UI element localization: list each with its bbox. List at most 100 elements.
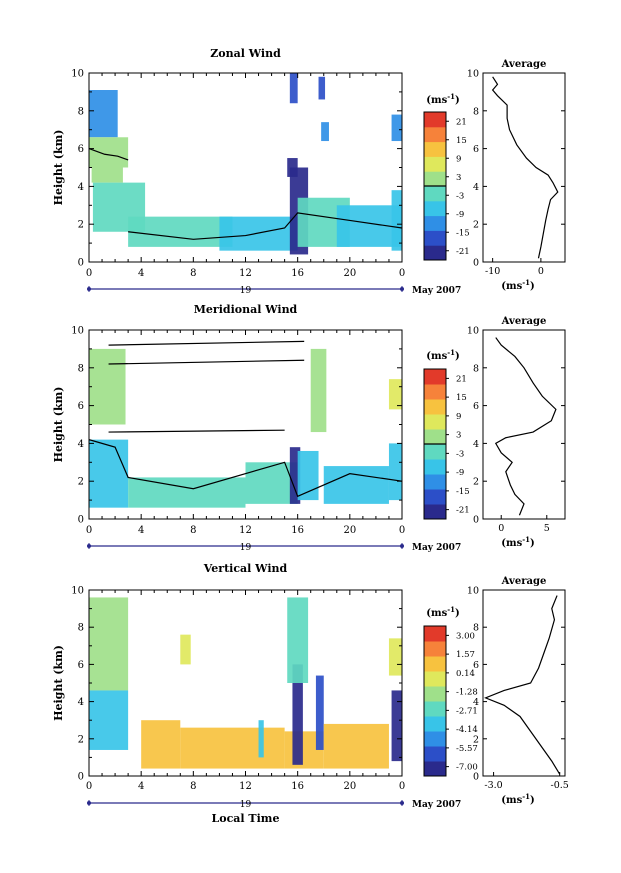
- heatmap-cell: [315, 675, 324, 750]
- colorbar-segment: [424, 126, 446, 143]
- profile-y-tick-label: 10: [467, 586, 479, 597]
- colorbar-tick-label: -15: [456, 487, 470, 497]
- profile-y-tick-label: 6: [473, 660, 479, 671]
- panel-meridional-wind: Meridional Wind 0 2 4 6 8 10 Height (km) 0 4 8 12 16…: [52, 303, 566, 553]
- colorbar-unit: (ms-1): [426, 605, 459, 619]
- profile-y-tick-label: 0: [473, 258, 479, 269]
- colorbar-segment: [424, 761, 446, 777]
- heatmap-cell: [310, 348, 327, 433]
- colorbar-segment: [424, 656, 446, 672]
- date-label: May 2007: [412, 286, 461, 296]
- x-tick-label: 20: [343, 781, 356, 792]
- profile-y-tick-label: 8: [473, 106, 479, 117]
- x-tick-label: 0: [86, 781, 92, 792]
- y-tick-label: 0: [78, 258, 84, 269]
- profile-x-tick-label: -0.5: [551, 780, 569, 791]
- heatmap-cell: [287, 597, 309, 683]
- profile-x-tick-label: 5: [544, 523, 550, 534]
- profile-y-tick-label: 0: [473, 515, 479, 526]
- y-axis-label: Height (km): [52, 645, 65, 721]
- colorbar: 21 15 9 3 -3 -9 -15 -21 (ms-1): [423, 348, 470, 520]
- heatmap-cell: [128, 216, 233, 247]
- heatmap-cell: [321, 122, 329, 142]
- heatmap-cell: [89, 137, 129, 168]
- profile-title: Average: [501, 576, 547, 587]
- heatmap-cell: [391, 190, 402, 251]
- colorbar-segment: [424, 459, 446, 475]
- heatmap-cell: [391, 114, 402, 142]
- colorbar-segment: [424, 489, 446, 505]
- date-label: May 2007: [412, 543, 461, 553]
- zero-contour: [88, 148, 129, 161]
- colorbar-tick-label: -3: [456, 449, 464, 459]
- y-tick-label: 2: [78, 220, 84, 231]
- date-axis-marker: [87, 801, 91, 805]
- y-tick-label: 8: [78, 106, 84, 117]
- date-label: May 2007: [412, 800, 461, 810]
- heatmap-cell: [89, 90, 118, 138]
- y-tick-label: 0: [78, 772, 84, 783]
- colorbar-tick-label: -2.71: [456, 706, 478, 716]
- profile-line: [491, 76, 559, 259]
- colorbar-segment: [424, 369, 446, 385]
- profile-line: [494, 337, 557, 516]
- profile-y-tick-label: 6: [473, 144, 479, 155]
- date-axis-marker: [400, 287, 404, 291]
- heatmap-cell: [323, 723, 389, 769]
- profile-y-tick-label: 4: [473, 182, 479, 193]
- colorbar-segment: [424, 186, 446, 202]
- heatmap-cell: [89, 690, 129, 750]
- y-tick-label: 6: [78, 144, 84, 155]
- heatmap-cell: [287, 158, 298, 177]
- zero-contour: [108, 340, 305, 346]
- colorbar-tick-label: -5.57: [456, 744, 478, 754]
- day-label: 19: [240, 800, 252, 810]
- heatmap-cells: [89, 597, 402, 769]
- profile-x-tick-label: 0: [498, 523, 504, 534]
- x-tick-label: 8: [190, 268, 196, 279]
- date-axis-marker: [400, 801, 404, 805]
- y-tick-label: 6: [78, 660, 84, 671]
- y-tick-label: 10: [71, 586, 84, 597]
- heatmap-cell: [180, 634, 191, 665]
- colorbar-tick-label: 9: [456, 412, 461, 422]
- profile-y-tick-label: 4: [473, 439, 479, 450]
- colorbar-segment: [424, 171, 446, 187]
- heatmap-cell: [391, 690, 402, 762]
- colorbar-segment: [424, 414, 446, 430]
- x-tick-label: 16: [291, 525, 304, 536]
- colorbar-segment: [424, 141, 446, 157]
- average-profile: Average 0 2 4 6 8 10 0 5 (ms-1): [467, 316, 566, 549]
- zero-contour: [128, 212, 403, 240]
- colorbar-segment: [424, 215, 446, 231]
- colorbar-segment: [424, 686, 446, 702]
- x-tick-label: 20: [343, 268, 356, 279]
- colorbar-segment: [424, 200, 446, 217]
- x-tick-label: 20: [343, 525, 356, 536]
- y-tick-label: 4: [78, 439, 84, 450]
- colorbar-segment: [424, 429, 446, 445]
- x-tick-label: 4: [138, 268, 144, 279]
- average-profile: Average 0 2 4 6 8 10 -10 0 (ms-1): [467, 59, 566, 292]
- x-tick-label: 0: [86, 268, 92, 279]
- y-tick-label: 6: [78, 401, 84, 412]
- colorbar-tick-label: -3: [456, 191, 464, 201]
- y-tick-label: 4: [78, 182, 84, 193]
- heatmap-cell: [289, 447, 301, 504]
- profile-y-tick-label: 6: [473, 401, 479, 412]
- x-tick-label: 4: [138, 525, 144, 536]
- colorbar-frame: [423, 625, 447, 777]
- heatmap-cell: [128, 477, 246, 508]
- x-tick-label: 8: [190, 781, 196, 792]
- colorbar: 21 15 9 3 -3 -9 -15 -21 (ms-1): [423, 92, 470, 261]
- date-axis-marker: [87, 287, 91, 291]
- colorbar-tick-label: -1.28: [456, 688, 478, 698]
- colorbar-segment: [424, 474, 446, 490]
- zero-contour: [88, 439, 403, 498]
- heatmap-cell: [258, 720, 264, 758]
- colorbar-segment: [424, 716, 446, 732]
- colorbar-tick-label: 15: [456, 393, 467, 403]
- profile-frame: [482, 72, 566, 263]
